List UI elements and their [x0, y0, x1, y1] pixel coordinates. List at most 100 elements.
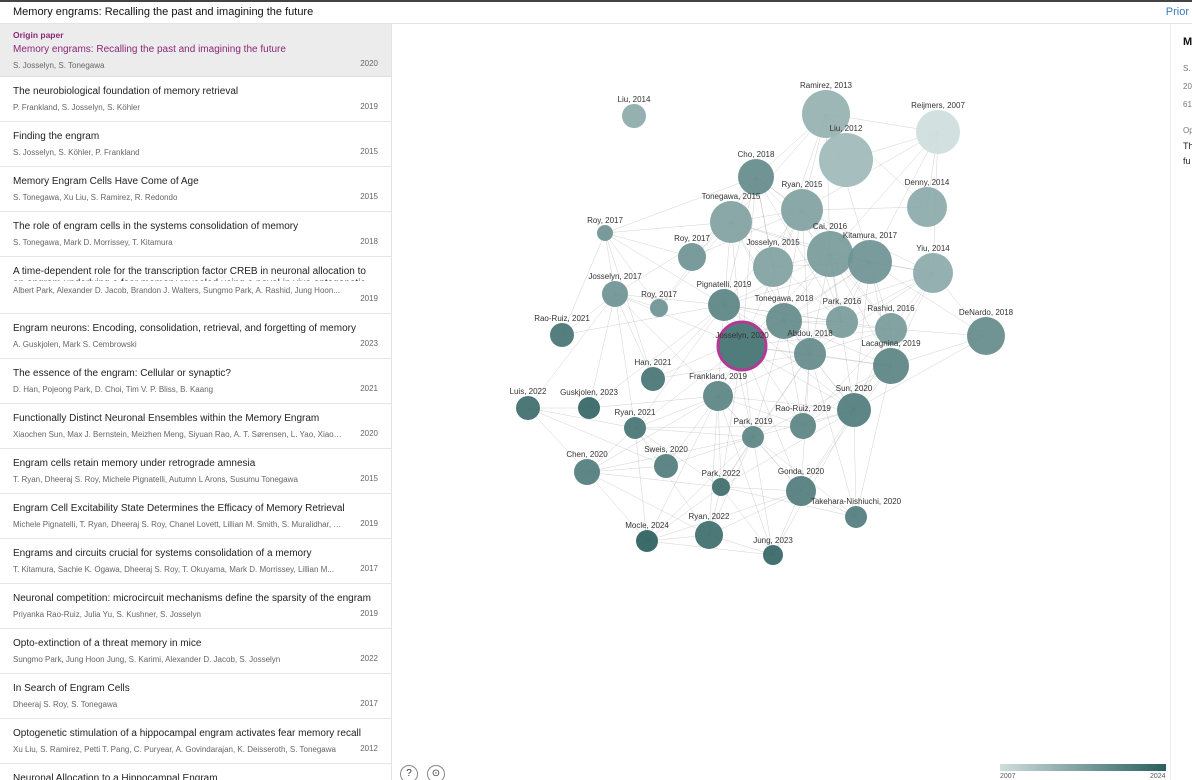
- paper-list-item[interactable]: Opto-extinction of a threat memory in mi…: [0, 629, 391, 674]
- graph-canvas[interactable]: Liu, 2014 Ramirez, 2013 Reijmers, 2007 Liu,…: [392, 24, 1170, 780]
- graph-node[interactable]: [678, 243, 706, 271]
- graph-node[interactable]: [802, 90, 850, 138]
- graph-node[interactable]: [790, 413, 816, 439]
- graph-node[interactable]: [742, 426, 764, 448]
- graph-node[interactable]: [708, 289, 740, 321]
- paper-list-item[interactable]: Engrams and circuits crucial for systems…: [0, 539, 391, 584]
- graph-node-label: Roy, 2017: [587, 216, 623, 225]
- paper-list-item[interactable]: In Search of Engram Cells Dheeraj S. Roy,…: [0, 674, 391, 719]
- graph-node[interactable]: [873, 348, 909, 384]
- graph-node[interactable]: [848, 240, 892, 284]
- paper-authors: D. Han, Pojeong Park, D. Choi, Tim V. P.…: [13, 385, 214, 394]
- paper-authors: T. Ryan, Dheeraj S. Roy, Michele Pignate…: [13, 475, 298, 484]
- graph-node[interactable]: [622, 104, 646, 128]
- graph-node[interactable]: [578, 397, 600, 419]
- citation-edge: [588, 293, 616, 409]
- paper-list-item[interactable]: A time-dependent role for the transcript…: [0, 257, 391, 314]
- graph-node-label: Gonda, 2020: [778, 467, 825, 476]
- graph-node[interactable]: [819, 133, 873, 187]
- paper-list-item[interactable]: The essence of the engram: Cellular or s…: [0, 359, 391, 404]
- graph-node[interactable]: [794, 338, 826, 370]
- graph-node[interactable]: [550, 323, 574, 347]
- graph-node[interactable]: [875, 313, 907, 345]
- paper-list-sidebar: Origin paper Memory engrams: Recalling t…: [0, 24, 392, 780]
- origin-graph-node-label: Josselyn, 2020: [715, 331, 769, 340]
- graph-node[interactable]: [712, 478, 730, 496]
- graph-node[interactable]: [641, 367, 665, 391]
- graph-node[interactable]: [763, 545, 783, 565]
- prior-works-link[interactable]: Prior: [1165, 6, 1189, 18]
- origin-graph-node[interactable]: [716, 320, 768, 372]
- graph-node[interactable]: [967, 317, 1005, 355]
- graph-node[interactable]: [916, 110, 960, 154]
- graph-node-label: Denny, 2014: [905, 178, 950, 187]
- citation-edge: [586, 395, 719, 473]
- paper-list-item[interactable]: Optogenetic stimulation of a hippocampal…: [0, 719, 391, 764]
- graph-node[interactable]: [597, 225, 613, 241]
- help-button[interactable]: ?: [400, 765, 418, 780]
- graph-node-label: Frankland, 2019: [689, 372, 747, 381]
- citation-edge: [752, 353, 811, 438]
- graph-node[interactable]: [650, 299, 668, 317]
- paper-list-item[interactable]: Engram cells retain memory under retrogr…: [0, 449, 391, 494]
- paper-title: Engram cells retain memory under retrogr…: [13, 458, 256, 469]
- citation-edge: [783, 320, 892, 367]
- citation-edge: [853, 261, 871, 411]
- paper-list-item[interactable]: Engram Cell Excitability State Determine…: [0, 494, 391, 539]
- graph-node[interactable]: [826, 306, 858, 338]
- citation-edge: [658, 176, 757, 309]
- paper-title: Neuronal competition: microcircuit mecha…: [13, 593, 371, 604]
- detail-section-label: Op: [1183, 126, 1192, 135]
- graph-node[interactable]: [738, 159, 774, 195]
- graph-node[interactable]: [913, 253, 953, 293]
- graph-node[interactable]: [703, 381, 733, 411]
- graph-node[interactable]: [753, 247, 793, 287]
- graph-node[interactable]: [710, 201, 752, 243]
- graph-node-label: Park, 2019: [734, 417, 773, 426]
- recenter-button[interactable]: ⊙: [427, 765, 445, 780]
- graph-node[interactable]: [781, 189, 823, 231]
- graph-node[interactable]: [636, 530, 658, 552]
- paper-title: Finding the engram: [13, 131, 100, 142]
- graph-node[interactable]: [516, 396, 540, 420]
- graph-node[interactable]: [654, 454, 678, 478]
- citation-edge: [717, 395, 855, 411]
- origin-paper[interactable]: Origin paper Memory engrams: Recalling t…: [0, 24, 391, 77]
- citation-edge: [717, 395, 804, 427]
- paper-list-item[interactable]: Finding the engram S. Josselyn, S. Köhler…: [0, 122, 391, 167]
- origin-paper-label: Origin paper: [13, 30, 64, 40]
- paper-list-item[interactable]: The role of engram cells in the systems …: [0, 212, 391, 257]
- legend-max-year: 2024: [1150, 773, 1166, 780]
- paper-year: 2022: [360, 654, 378, 663]
- graph-node[interactable]: [602, 281, 628, 307]
- graph-node[interactable]: [766, 303, 802, 339]
- paper-list-item[interactable]: Neuronal competition: microcircuit mecha…: [0, 584, 391, 629]
- paper-list-item[interactable]: Neuronal Allocation to a Hippocampal Eng…: [0, 764, 391, 780]
- paper-list-item[interactable]: Functionally Distinct Neuronal Ensembles…: [0, 404, 391, 449]
- graph-node[interactable]: [837, 393, 871, 427]
- citation-edge: [604, 232, 660, 309]
- graph-node[interactable]: [695, 521, 723, 549]
- graph-node[interactable]: [624, 417, 646, 439]
- graph-node[interactable]: [907, 187, 947, 227]
- citation-edge: [527, 293, 616, 409]
- graph-node-label: Reijmers, 2007: [911, 101, 965, 110]
- paper-list-item[interactable]: The neurobiological foundation of memory…: [0, 77, 391, 122]
- graph-node[interactable]: [807, 231, 853, 277]
- citation-edge: [752, 365, 892, 438]
- graph-node[interactable]: [845, 506, 867, 528]
- graph-node[interactable]: [574, 459, 600, 485]
- citation-edge: [723, 304, 892, 330]
- graph-node-label: Ramirez, 2013: [800, 81, 853, 90]
- citation-edge: [646, 486, 722, 542]
- paper-list-item[interactable]: Memory Engram Cells Have Come of Age S. T…: [0, 167, 391, 212]
- citation-graph[interactable]: Liu, 2014 Ramirez, 2013 Reijmers, 2007 Liu,…: [392, 24, 1170, 780]
- paper-list-item[interactable]: Engram neurons: Encoding, consolidation,…: [0, 314, 391, 359]
- citation-edge: [855, 365, 892, 518]
- paper-authors: Albert Park, Alexander D. Jacob, Brandon…: [13, 286, 340, 295]
- citation-edge: [604, 221, 732, 234]
- citation-edge: [604, 176, 757, 234]
- graph-node-label: Sweis, 2020: [644, 445, 688, 454]
- paper-title: The role of engram cells in the systems …: [13, 221, 299, 232]
- graph-node[interactable]: [786, 476, 816, 506]
